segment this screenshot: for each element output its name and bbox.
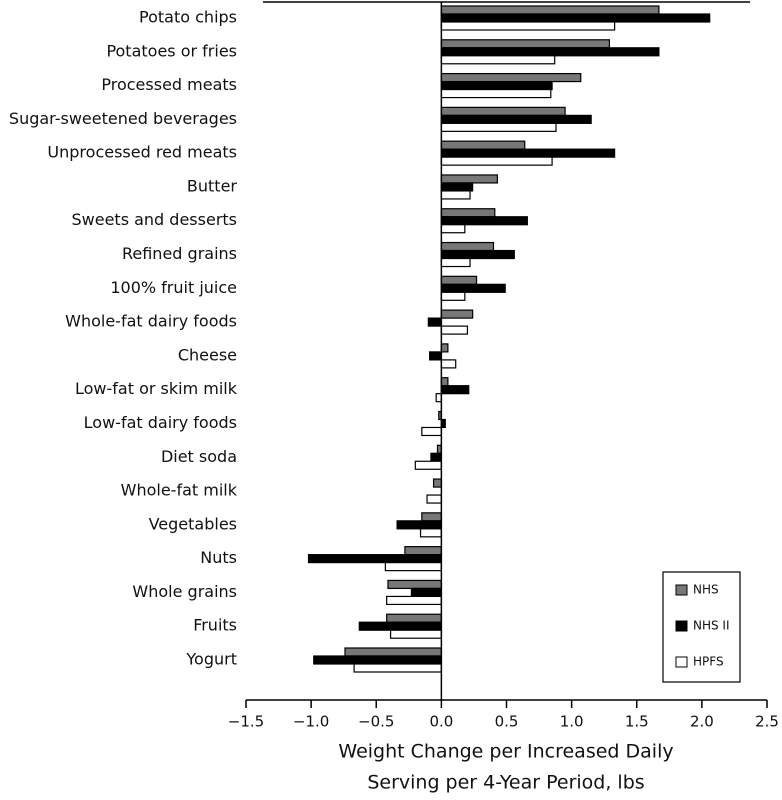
x-tick-label: 1.5 xyxy=(625,713,649,731)
category-label: Vegetables xyxy=(149,514,237,533)
bar xyxy=(432,478,442,488)
bar xyxy=(313,655,442,665)
x-tick-label: 0.5 xyxy=(495,713,519,731)
bar xyxy=(421,512,442,522)
bar xyxy=(386,613,442,623)
bar xyxy=(440,156,553,166)
category-label: Whole-fat milk xyxy=(121,481,238,500)
x-tick-label: 2.0 xyxy=(690,713,714,731)
category-label: Potato chips xyxy=(139,8,237,27)
legend-label: NHS II xyxy=(693,619,730,633)
bar xyxy=(440,377,449,387)
bar xyxy=(440,80,553,91)
x-tick-label: 0.0 xyxy=(429,713,453,731)
category-label: Refined grains xyxy=(122,244,237,263)
category-label: Nuts xyxy=(200,548,237,567)
bar xyxy=(427,317,442,327)
bar xyxy=(426,494,442,504)
bar xyxy=(396,520,442,530)
category-label: 100% fruit juice xyxy=(110,278,237,297)
x-axis-title: Serving per 4-Year Period, lbs xyxy=(367,772,644,794)
bar xyxy=(440,13,711,23)
bar xyxy=(440,325,469,335)
x-tick-label: 1.0 xyxy=(560,713,584,731)
category-label: Unprocessed red meats xyxy=(47,143,237,162)
bar xyxy=(440,148,616,158)
bar xyxy=(440,55,556,65)
bar xyxy=(440,88,552,99)
bar xyxy=(440,208,496,218)
bar xyxy=(440,174,498,184)
category-label: Cheese xyxy=(178,345,237,364)
bar xyxy=(440,21,616,31)
x-tick-label: 2.5 xyxy=(755,713,779,731)
bar xyxy=(440,114,592,124)
bar xyxy=(440,359,457,369)
bar xyxy=(389,629,442,639)
bar xyxy=(440,275,478,285)
x-tick-label: −1.5 xyxy=(228,713,264,731)
category-label: Fruits xyxy=(193,616,237,635)
bar xyxy=(440,5,660,15)
category-label: Processed meats xyxy=(101,75,237,94)
bar xyxy=(358,621,442,631)
legend-swatch xyxy=(675,656,688,668)
bar xyxy=(435,393,442,403)
bar xyxy=(440,182,474,192)
bar xyxy=(440,257,471,268)
legend-label: HPFS xyxy=(693,655,724,669)
x-axis-title: Weight Change per Increased Daily xyxy=(338,741,673,763)
bar xyxy=(421,426,442,437)
legend-label: NHS xyxy=(693,583,719,597)
bar xyxy=(440,309,474,319)
bar xyxy=(440,72,582,83)
bar xyxy=(440,39,610,49)
bar xyxy=(440,385,470,395)
category-label: Whole-fat dairy foods xyxy=(65,312,237,331)
bar xyxy=(440,106,566,116)
bar xyxy=(440,216,528,226)
category-label: Butter xyxy=(187,176,238,195)
category-label: Low-fat dairy foods xyxy=(84,413,237,432)
bar xyxy=(440,291,466,301)
bar xyxy=(440,122,557,132)
bar xyxy=(307,554,442,564)
bar xyxy=(440,224,466,234)
bar xyxy=(414,460,442,470)
bar xyxy=(440,283,506,293)
x-tick-label: −1.0 xyxy=(293,713,329,731)
category-label: Yogurt xyxy=(185,650,237,669)
category-label: Low-fat or skim milk xyxy=(75,379,238,398)
category-label: Potatoes or fries xyxy=(106,41,237,60)
bar xyxy=(440,47,660,57)
category-label: Sugar-sweetened beverages xyxy=(9,109,237,128)
bar xyxy=(440,140,526,150)
bar xyxy=(419,528,442,538)
bar xyxy=(386,595,442,606)
bar xyxy=(440,249,515,260)
bar xyxy=(387,579,442,590)
bar xyxy=(344,647,442,657)
bar xyxy=(440,190,471,200)
bar xyxy=(353,663,442,673)
bar xyxy=(410,587,442,598)
legend-swatch xyxy=(675,620,688,632)
bar xyxy=(384,562,442,572)
legend-swatch xyxy=(675,584,688,596)
category-label: Diet soda xyxy=(161,447,237,466)
category-label: Whole grains xyxy=(132,582,237,601)
x-tick-label: −0.5 xyxy=(358,713,394,731)
bar xyxy=(430,452,442,462)
bar xyxy=(404,546,442,556)
bar xyxy=(440,343,449,353)
bar xyxy=(440,241,495,252)
category-label: Sweets and desserts xyxy=(71,210,237,229)
bar xyxy=(429,351,442,361)
